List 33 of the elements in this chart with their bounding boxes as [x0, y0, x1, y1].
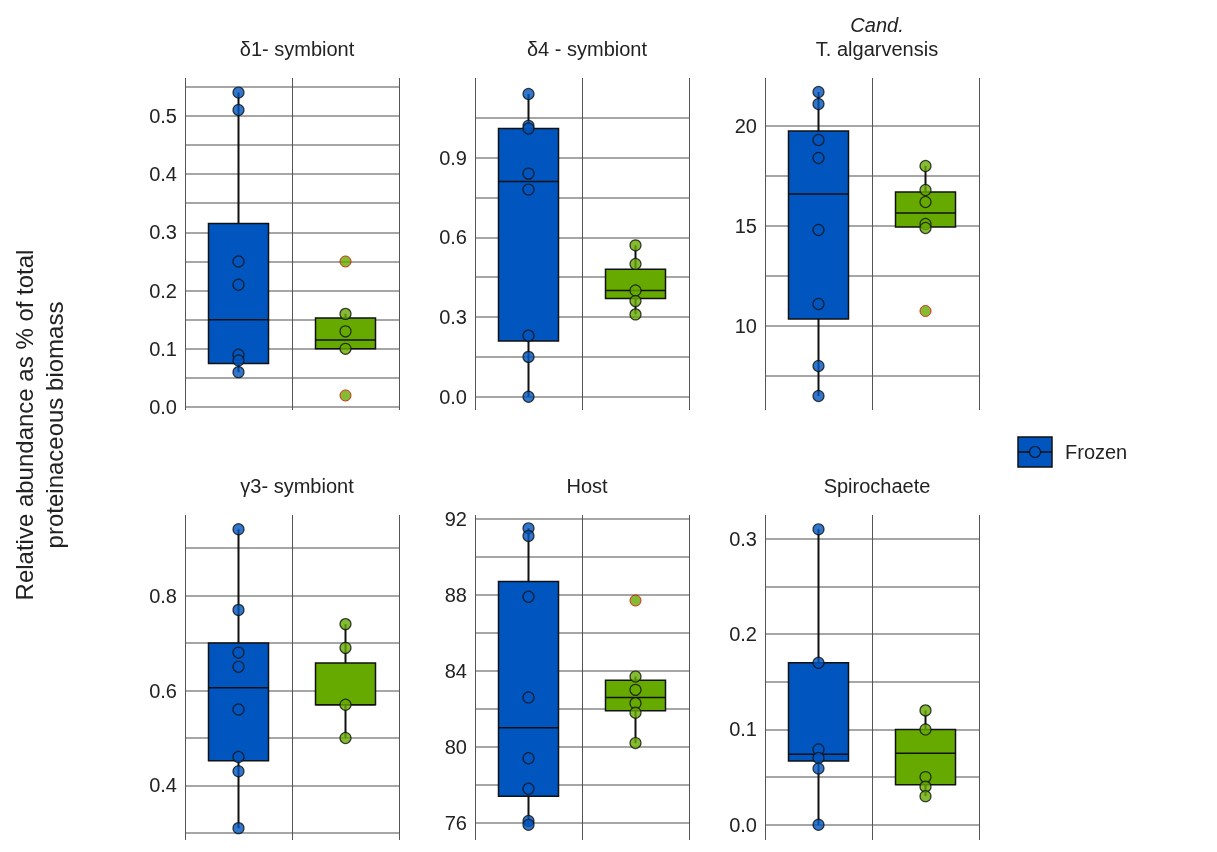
- y-tick-label: 0.1: [149, 337, 177, 360]
- chart-title: δ4 - symbiont: [526, 38, 648, 60]
- y-tick-label: 0.3: [149, 221, 177, 244]
- y-tick-label: 80: [444, 735, 467, 758]
- y-tick-label: 0.5: [149, 104, 177, 127]
- y-tick-label: 0.6: [149, 679, 177, 702]
- y-tick-label: 0.1: [729, 718, 757, 741]
- y-tick-label: 0.6: [439, 226, 467, 249]
- chart-title: Host: [566, 475, 608, 497]
- y-tick-label: 0.2: [729, 623, 757, 646]
- y-tick-label: 10: [734, 315, 757, 337]
- y-tick-label: 0.2: [149, 279, 177, 302]
- y-tick-label: 0.4: [149, 774, 177, 797]
- chart-title: δ1- symbiont: [239, 38, 355, 60]
- y-tick-label: 0.0: [729, 813, 757, 836]
- chart-title: Cand. T. algarvensis: [815, 14, 939, 60]
- y-tick-label: 0.0: [149, 396, 177, 419]
- y-tick-label: 0.0: [439, 385, 467, 408]
- y-axis-title: Relative abundance as % of total proteinaceous biomass: [10, 248, 69, 603]
- y-tick-label: 0.3: [729, 527, 757, 550]
- y-tick-label: 15: [734, 215, 757, 237]
- y-tick-label: 0.3: [439, 306, 467, 329]
- y-tick-label: 88: [444, 583, 467, 606]
- y-tick-label: 0.8: [149, 584, 177, 607]
- y-tick-label: 92: [444, 507, 467, 530]
- legend-label: Frozen: [1065, 440, 1128, 464]
- chart-title: γ3- symbiont: [240, 475, 355, 497]
- y-tick-label: 76: [444, 811, 467, 834]
- y-tick-label: 84: [444, 659, 467, 682]
- y-tick-label: 0.4: [149, 163, 177, 186]
- y-tick-label: 0.9: [439, 146, 467, 169]
- chart-title: Spirochaete: [823, 475, 931, 497]
- y-tick-label: 20: [734, 115, 757, 137]
